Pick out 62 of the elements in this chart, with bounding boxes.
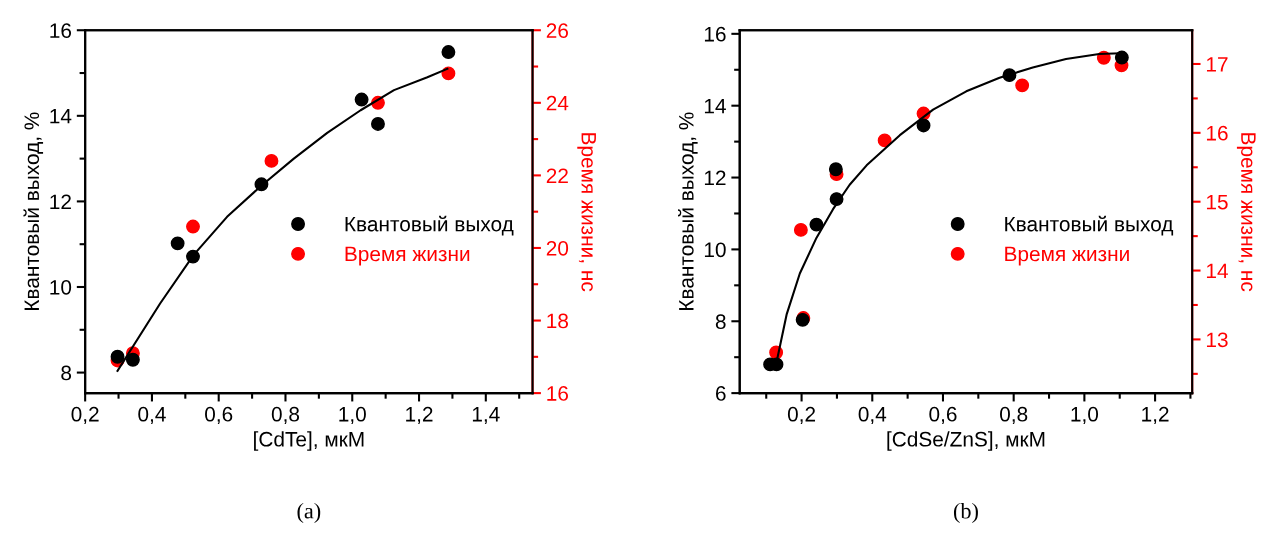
point [110,349,125,364]
x-tick-label: 0,8 [271,406,300,425]
point [354,92,369,107]
y-tick-label: 12 [50,194,71,209]
y2-tick-label: 16 [547,386,568,401]
x-tick-label: 1,2 [406,406,433,425]
text: (b) [953,502,978,524]
y-tick-label: 8 [715,314,726,330]
y-tick-label: 14 [704,98,726,114]
y2-tick-label: 18 [547,313,569,329]
x-tick-label: 0,6 [205,406,233,425]
y-tick-label: 8 [61,365,72,381]
y-tick-label: 16 [704,26,726,42]
y2-tick-label: 16 [1206,125,1228,141]
y-tick-label: 12 [704,170,726,186]
point [916,118,931,133]
y-tick-label: 6 [716,386,726,401]
x-axis-title: [CdTe], мкМ [254,431,364,451]
point [828,162,843,177]
x-tick-label: 1,4 [472,407,500,425]
x-tick-label: 1,0 [339,406,366,425]
point [1015,78,1030,93]
y2-tick-label: 24 [546,95,569,111]
y-tick-label: 10 [50,280,72,295]
point [1114,50,1129,65]
x-tick-label: 0,2 [787,406,816,425]
point [170,236,185,251]
point [793,222,808,237]
point [371,117,385,131]
y2-tick-label: 22 [546,168,568,183]
x-axis-title: [CdSe/ZnS], мкМ [887,431,1045,451]
y2-tick-label: 14 [1206,263,1228,279]
legend-label: Квантовый выход [345,215,514,236]
y-tick-label: 14 [50,109,72,124]
y2-tick-label: 20 [546,240,569,256]
y2-axis-title: Время жизни, нс [1236,133,1256,292]
y-tick-label: 10 [704,242,726,258]
y2-axis-title: Время жизни, нс [577,133,596,292]
y2-tick-label: 13 [1206,332,1228,348]
x-tick-label: 0,6 [929,406,957,425]
x-tick-label: 0,8 [1000,406,1028,425]
point [441,45,456,60]
text: (a) [297,502,321,524]
x-tick-label: 1,0 [1071,406,1099,425]
x-tick-label: 0,4 [858,406,887,425]
x-tick-label: 1,2 [1142,406,1169,425]
x-tick-label: 0,2 [71,406,99,425]
y2-tick-label: 17 [1206,57,1228,72]
y-axis-title: Квантовый выход, % [678,112,698,310]
y-axis-title: Квантовый выход, % [23,112,44,310]
x-tick-label: 0,4 [138,406,166,425]
legend-label: Квантовый выход [1005,215,1174,236]
y2-tick-label: 26 [546,23,568,38]
y2-tick-label: 15 [1206,194,1228,210]
legend-label: Время жизни [1005,246,1129,266]
point [264,153,279,168]
point [809,217,824,232]
point [125,352,140,367]
legend-label: Время жизни [345,246,470,266]
point [186,219,200,234]
y-tick-label: 16 [50,23,72,38]
point [877,133,892,148]
